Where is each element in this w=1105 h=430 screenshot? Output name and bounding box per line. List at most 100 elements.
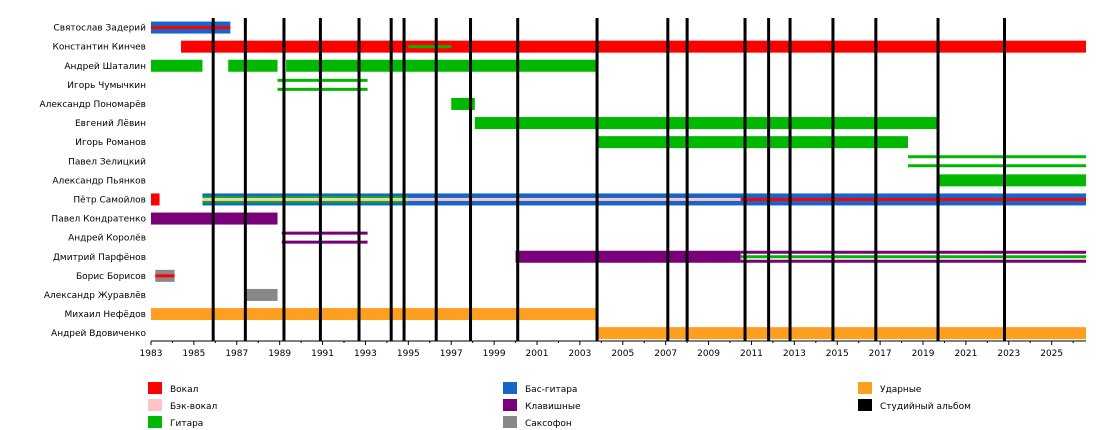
member-bar-guitar — [938, 174, 1086, 187]
member-bar-vocals — [151, 26, 231, 30]
member-bar-vocals — [740, 197, 1086, 201]
member-name: Евгений Лёвин — [75, 119, 146, 129]
x-tick-label: 2013 — [783, 349, 806, 359]
x-tick-label: 2009 — [697, 349, 720, 359]
member-bar-keyboards — [281, 240, 368, 244]
x-tick-label: 2007 — [654, 349, 677, 359]
member-bar-saxophone — [245, 288, 278, 301]
album-line — [402, 18, 406, 341]
x-tick-label: 1993 — [354, 349, 377, 359]
member-bar-guitar — [474, 117, 939, 130]
member-bar-keyboards — [281, 231, 368, 235]
member-name: Святослав Задерий — [53, 24, 146, 34]
member-bar-vocals — [151, 193, 160, 206]
album-line — [743, 18, 747, 341]
album-line — [282, 18, 286, 341]
album-line — [788, 18, 792, 341]
album-line — [767, 18, 771, 341]
member-name: Павел Зелицкий — [68, 157, 146, 167]
member-bar-keyboards — [740, 255, 1086, 259]
x-tick-label: 2025 — [1040, 349, 1063, 359]
member-bar-guitar — [908, 164, 1086, 168]
member-bar-guitar — [408, 45, 452, 49]
member-bar-vocals — [181, 40, 1086, 53]
album-line — [243, 18, 247, 341]
x-tick-label: 2003 — [568, 349, 591, 359]
member-name: Андрей Королёв — [68, 234, 146, 244]
x-tick-label: 2021 — [954, 349, 977, 359]
legend-swatch-keyboards — [503, 399, 517, 411]
x-tick-label: 1997 — [440, 349, 463, 359]
x-tick-label: 1999 — [483, 349, 506, 359]
legend-swatch-saxophone — [503, 416, 517, 428]
member-bar-guitar — [277, 78, 368, 82]
album-line — [516, 18, 520, 341]
legend-swatch-bass — [503, 382, 517, 394]
album-line — [874, 18, 878, 341]
album-line — [1003, 18, 1007, 341]
member-bar-keyboards — [515, 250, 741, 263]
x-tick-label: 2011 — [740, 349, 763, 359]
album-line — [357, 18, 361, 341]
x-tick-label: 1995 — [397, 349, 420, 359]
album-line — [211, 18, 215, 341]
member-bar-drums — [597, 327, 1086, 340]
member-name: Игорь Романов — [75, 138, 146, 148]
member-bar-guitar — [151, 59, 203, 72]
legend-swatch-guitar — [148, 416, 162, 428]
album-line — [666, 18, 670, 341]
x-tick-label: 2019 — [912, 349, 935, 359]
x-tick-label: 1989 — [268, 349, 291, 359]
album-line — [936, 18, 940, 341]
album-line — [469, 18, 473, 341]
album-line — [831, 18, 835, 341]
member-name: Дмитрий Парфёнов — [53, 253, 146, 263]
legend-label-vocals: Вокал — [170, 385, 198, 395]
legend-label-keyboards: Клавишные — [525, 402, 581, 412]
member-name: Александр Пономарёв — [39, 100, 146, 110]
member-bar-guitar — [277, 87, 368, 91]
x-tick-label: 2015 — [826, 349, 849, 359]
member-bar-guitar — [228, 59, 278, 72]
legend-label-guitar: Гитара — [170, 419, 203, 429]
member-bar-guitar — [597, 136, 909, 149]
x-tick-label: 1985 — [182, 349, 205, 359]
member-bar-drums — [151, 308, 598, 321]
x-tick-label: 2001 — [526, 349, 549, 359]
legend-label-drums: Ударные — [880, 385, 922, 395]
x-tick-label: 2023 — [997, 349, 1020, 359]
album-line — [434, 18, 438, 341]
member-bar-vocals — [155, 274, 175, 278]
member-name: Борис Борисов — [76, 272, 146, 282]
member-bar-guitar — [451, 97, 475, 110]
album-line — [318, 18, 322, 341]
album-line — [389, 18, 393, 341]
legend-swatch-backing_vocals — [148, 399, 162, 411]
legend-label-album: Студийный альбом — [880, 402, 971, 412]
legend-label-bass: Бас-гитара — [525, 385, 577, 395]
member-name: Павел Кондратенко — [51, 215, 146, 225]
x-tick-label: 1983 — [140, 349, 163, 359]
x-tick-label: 1991 — [311, 349, 334, 359]
legend-swatch-album — [858, 399, 872, 411]
legend-swatch-drums — [858, 382, 872, 394]
member-bar-guitar — [286, 59, 598, 72]
member-name: Александр Журавлёв — [44, 291, 146, 301]
member-name: Александр Пьянков — [52, 176, 146, 186]
member-name: Игорь Чумычкин — [67, 81, 146, 91]
x-tick-label: 1987 — [225, 349, 248, 359]
legend-swatch-vocals — [148, 382, 162, 394]
legend-label-saxophone: Саксофон — [525, 419, 572, 429]
member-bar-guitar — [908, 155, 1086, 159]
album-line — [685, 18, 689, 341]
album-line — [595, 18, 599, 341]
x-tick-label: 2005 — [611, 349, 634, 359]
x-tick-label: 2017 — [869, 349, 892, 359]
member-name: Михаил Нефёдов — [65, 310, 147, 320]
member-name: Константин Кинчев — [53, 43, 147, 53]
member-name: Андрей Шаталин — [64, 62, 146, 72]
member-name: Пётр Самойлов — [73, 195, 146, 205]
legend-label-backing_vocals: Бэк-вокал — [170, 402, 217, 412]
member-name: Андрей Вдовиченко — [51, 329, 146, 339]
